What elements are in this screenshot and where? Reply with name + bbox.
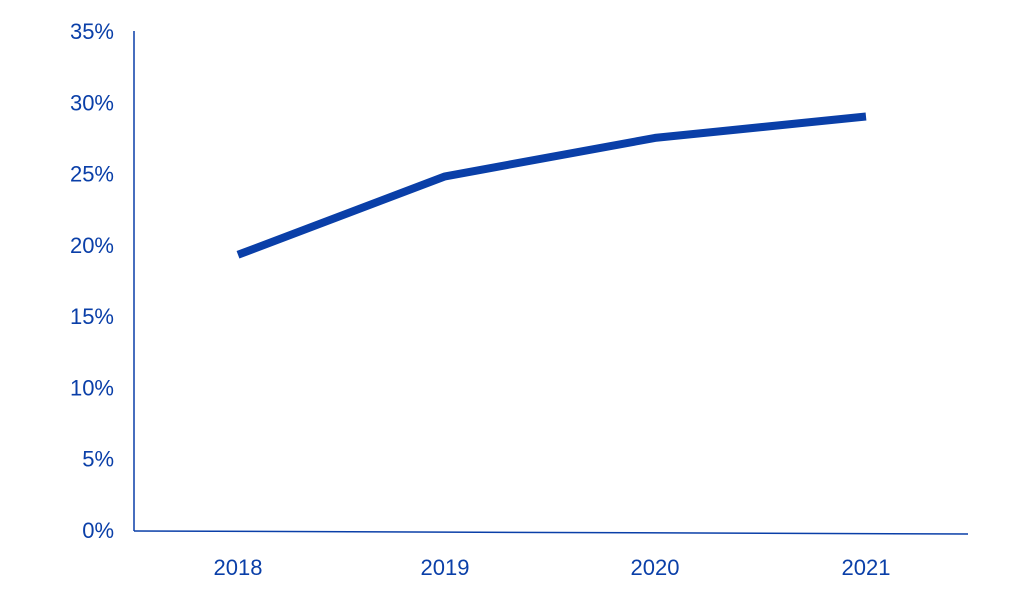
series-group	[236, 112, 867, 259]
series-line	[236, 112, 867, 259]
y-tick-label: 0%	[82, 518, 114, 543]
x-tick-label: 2021	[842, 555, 891, 580]
y-tick-label: 25%	[70, 162, 114, 187]
y-axis-tick-labels: 0% 5% 10% 15% 20% 25% 30% 35%	[70, 19, 114, 543]
y-tick-label: 5%	[82, 447, 114, 472]
y-tick-label: 35%	[70, 19, 114, 44]
x-tick-label: 2018	[214, 555, 263, 580]
y-tick-label: 20%	[70, 233, 114, 258]
y-tick-label: 30%	[70, 90, 114, 115]
x-axis-tick-labels: 2018 2019 2020 2021	[214, 555, 891, 580]
x-axis-line	[133, 530, 969, 535]
x-tick-label: 2019	[421, 555, 470, 580]
y-tick-label: 15%	[70, 304, 114, 329]
y-tick-label: 10%	[70, 375, 114, 400]
x-tick-label: 2020	[631, 555, 680, 580]
